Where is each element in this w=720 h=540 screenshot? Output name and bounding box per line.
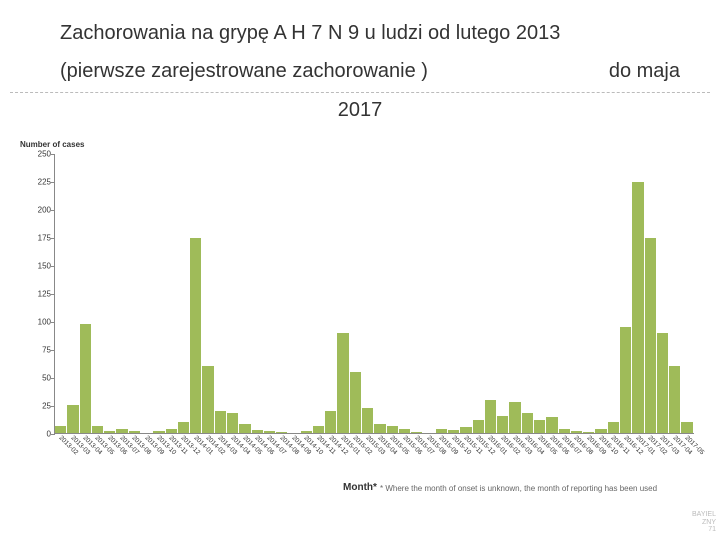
bar: 2016-08 bbox=[571, 431, 582, 433]
y-tick-mark bbox=[51, 182, 55, 183]
bar: 2015-02 bbox=[350, 372, 361, 433]
bar: 2014-07 bbox=[264, 431, 275, 433]
bar: 2015-10 bbox=[448, 430, 459, 433]
bar: 2016-12 bbox=[620, 327, 631, 433]
y-tick-label: 0 bbox=[27, 430, 51, 439]
y-tick-label: 150 bbox=[27, 262, 51, 271]
title-divider bbox=[10, 92, 710, 93]
title-line-2-right: do maja bbox=[609, 52, 680, 90]
bar: 2014-11 bbox=[313, 426, 324, 433]
bar: 2015-12 bbox=[473, 420, 484, 433]
y-tick-label: 50 bbox=[27, 374, 51, 383]
y-tick-label: 225 bbox=[27, 178, 51, 187]
title-block: Zachorowania na grypę A H 7 N 9 u ludzi … bbox=[0, 0, 720, 90]
bar: 2016-02 bbox=[497, 416, 508, 433]
bar: 2015-01 bbox=[337, 333, 348, 433]
corner-mark: BAYIEL ZNY 71 bbox=[692, 511, 716, 534]
bar: 2013-04 bbox=[80, 324, 91, 433]
bar: 2015-04 bbox=[374, 424, 385, 433]
chart-footnote: * Where the month of onset is unknown, t… bbox=[380, 484, 657, 493]
bar: 2017-02 bbox=[645, 238, 656, 433]
corner-line-3: 71 bbox=[692, 526, 716, 534]
y-tick-mark bbox=[51, 350, 55, 351]
bar: 2017-01 bbox=[632, 182, 643, 433]
bar: 2016-06 bbox=[546, 417, 557, 433]
y-tick-label: 100 bbox=[27, 318, 51, 327]
y-tick-mark bbox=[51, 154, 55, 155]
corner-line-2: ZNY bbox=[692, 519, 716, 527]
bar: 2015-06 bbox=[399, 429, 410, 433]
bar: 2016-03 bbox=[509, 402, 520, 433]
bar: 2013-03 bbox=[67, 405, 78, 433]
y-tick-mark bbox=[51, 238, 55, 239]
y-tick-mark bbox=[51, 210, 55, 211]
y-tick-label: 200 bbox=[27, 206, 51, 215]
corner-line-1: BAYIEL bbox=[692, 511, 716, 519]
bar: 2013-12 bbox=[178, 422, 189, 433]
bar: 2016-11 bbox=[608, 422, 619, 433]
bars-container: 2013-022013-032013-042013-052013-062013-… bbox=[55, 154, 694, 433]
bar: 2017-05 bbox=[681, 422, 692, 433]
bar: 2014-06 bbox=[252, 430, 263, 433]
y-tick-label: 75 bbox=[27, 346, 51, 355]
plot-area: 2013-022013-032013-042013-052013-062013-… bbox=[54, 154, 694, 434]
bar: 2013-10 bbox=[153, 431, 164, 433]
bar: 2013-06 bbox=[104, 431, 115, 433]
y-axis-title: Number of cases bbox=[20, 140, 84, 149]
bar: 2015-11 bbox=[460, 427, 471, 433]
bar: 2014-12 bbox=[325, 411, 336, 433]
cases-chart: Number of cases 2013-022013-032013-04201… bbox=[20, 140, 700, 520]
bar: 2013-11 bbox=[166, 429, 177, 433]
title-line-3: 2017 bbox=[0, 99, 720, 122]
bar: 2014-04 bbox=[227, 413, 238, 433]
y-tick-mark bbox=[51, 406, 55, 407]
y-tick-mark bbox=[51, 294, 55, 295]
bar: 2013-07 bbox=[116, 429, 127, 433]
y-tick-label: 250 bbox=[27, 150, 51, 159]
bar: 2016-05 bbox=[534, 420, 545, 433]
bar: 2014-08 bbox=[276, 432, 287, 433]
bar: 2017-04 bbox=[669, 366, 680, 433]
bar: 2015-05 bbox=[387, 426, 398, 433]
bar: 2015-07 bbox=[411, 432, 422, 433]
bar: 2017-03 bbox=[657, 333, 668, 433]
bar: 2013-08 bbox=[129, 431, 140, 433]
title-line-1: Zachorowania na grypę A H 7 N 9 u ludzi … bbox=[60, 14, 690, 52]
y-tick-label: 25 bbox=[27, 402, 51, 411]
bar: 2013-05 bbox=[92, 426, 103, 433]
bar: 2015-03 bbox=[362, 408, 373, 433]
bar: 2016-01 bbox=[485, 400, 496, 433]
y-tick-mark bbox=[51, 266, 55, 267]
bar: 2015-09 bbox=[436, 429, 447, 433]
bar: 2016-07 bbox=[559, 429, 570, 433]
title-row-2: (pierwsze zarejestrowane zachorowanie ) … bbox=[60, 52, 680, 90]
bar: 2014-05 bbox=[239, 424, 250, 433]
bar: 2014-01 bbox=[190, 238, 201, 433]
bar: 2016-04 bbox=[522, 413, 533, 433]
bar: 2013-02 bbox=[55, 426, 66, 433]
y-tick-label: 175 bbox=[27, 234, 51, 243]
bar: 2016-10 bbox=[595, 429, 606, 433]
y-tick-mark bbox=[51, 378, 55, 379]
bar: 2014-10 bbox=[301, 431, 312, 433]
y-tick-mark bbox=[51, 322, 55, 323]
y-tick-label: 125 bbox=[27, 290, 51, 299]
bar: 2014-02 bbox=[202, 366, 213, 433]
title-line-2-left: (pierwsze zarejestrowane zachorowanie ) bbox=[60, 52, 428, 90]
bar: 2014-03 bbox=[215, 411, 226, 433]
bar: 2016-09 bbox=[583, 432, 594, 433]
y-tick-mark bbox=[51, 434, 55, 435]
